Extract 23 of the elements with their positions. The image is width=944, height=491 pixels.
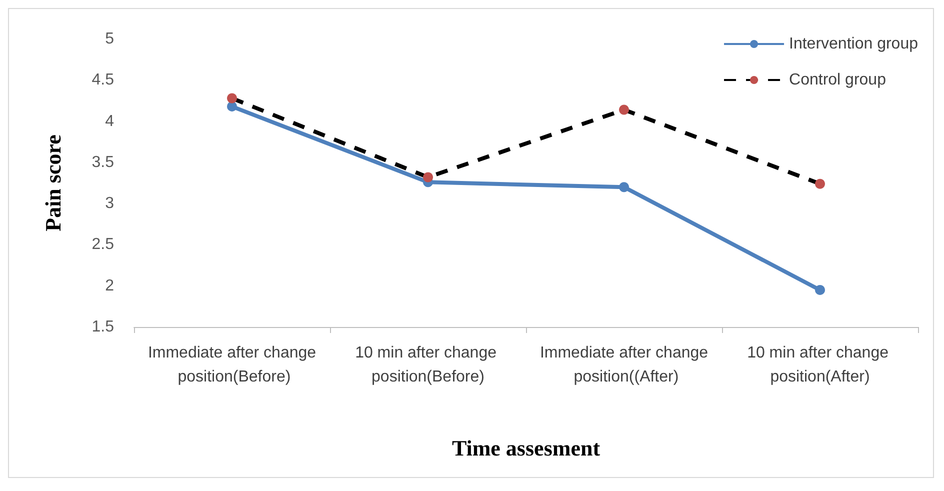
legend-label: Intervention group bbox=[789, 36, 918, 52]
y-axis-title: Pain score bbox=[40, 134, 66, 232]
x-tick-label: Immediate after change position(Before) bbox=[148, 344, 316, 386]
y-tick-label: 3.5 bbox=[92, 154, 114, 171]
y-tick-label: 5 bbox=[105, 30, 114, 48]
y-tick-label: 4.5 bbox=[92, 72, 114, 89]
point bbox=[227, 101, 237, 112]
x-axis-title: Time assesment bbox=[452, 436, 601, 460]
y-tick-label: 3 bbox=[105, 195, 114, 212]
point bbox=[619, 104, 629, 115]
y-tick-label: 2 bbox=[105, 277, 114, 294]
x-tick-label: 10 min after change position(Before) bbox=[355, 344, 501, 386]
x-tick-label: Immediate after change position((After) bbox=[540, 344, 708, 386]
point bbox=[815, 284, 825, 295]
y-tick-label: 2.5 bbox=[92, 236, 114, 254]
x-tick-label: 10 min after change position(After) bbox=[747, 344, 893, 386]
point bbox=[619, 182, 629, 192]
legend-label: Control group bbox=[789, 72, 886, 88]
point bbox=[423, 172, 433, 182]
y-tick-label: 4 bbox=[105, 112, 114, 130]
point bbox=[815, 178, 825, 189]
y-tick-label: 1.5 bbox=[92, 318, 114, 336]
point bbox=[227, 93, 237, 104]
